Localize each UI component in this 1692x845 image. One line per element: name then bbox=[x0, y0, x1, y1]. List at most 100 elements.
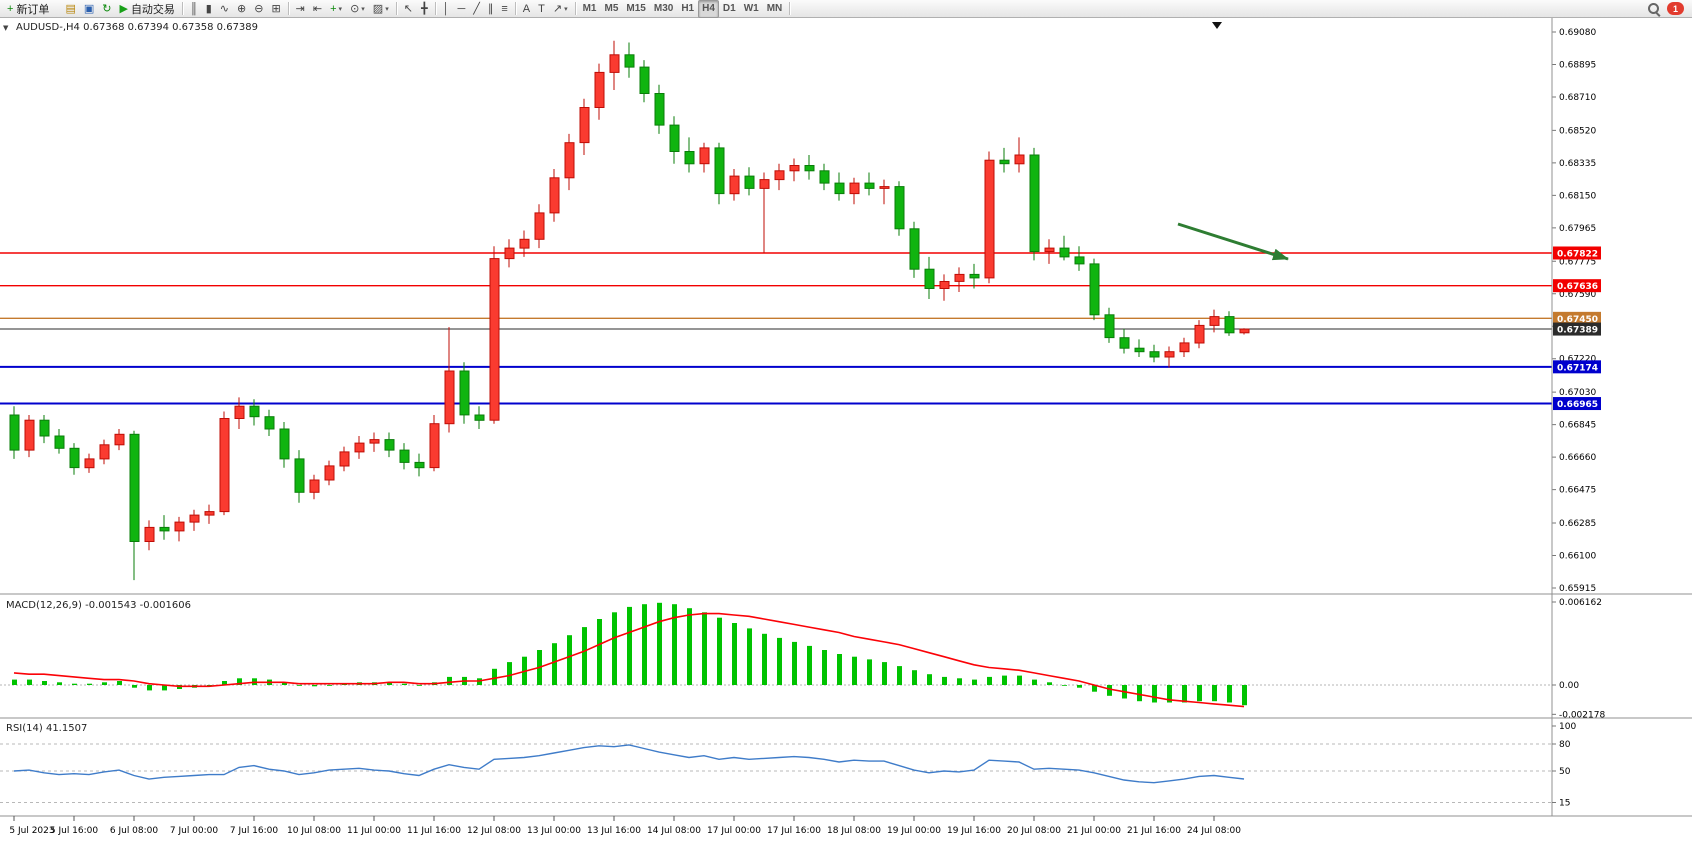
timeframe-m1-button[interactable]: M1 bbox=[582, 3, 597, 14]
horizontal-line-button[interactable]: ─ bbox=[453, 0, 469, 18]
timeframe-m5-button[interactable]: M5 bbox=[604, 3, 619, 14]
profiles-button[interactable]: ▣ bbox=[80, 0, 98, 18]
channel-icon: ∥ bbox=[487, 2, 494, 15]
fibonacci-button[interactable]: ≡ bbox=[497, 0, 511, 18]
time-axis-label: 7 Jul 00:00 bbox=[170, 826, 219, 836]
candle-body bbox=[189, 514, 200, 523]
macd-histogram-bar bbox=[642, 604, 647, 685]
candle-body bbox=[819, 170, 830, 184]
timeframe-h1-button[interactable]: H1 bbox=[681, 3, 695, 14]
rsi-line bbox=[13, 744, 1245, 784]
time-axis-label: 17 Jul 00:00 bbox=[707, 826, 761, 836]
macd-histogram-bar bbox=[132, 685, 137, 688]
time-axis-label: 13 Jul 16:00 bbox=[587, 826, 641, 836]
candle-body bbox=[294, 458, 305, 493]
dropdown-caret-icon: ▾ bbox=[564, 5, 568, 13]
macd-histogram-bar bbox=[717, 617, 722, 685]
macd-histogram-bar bbox=[1017, 675, 1022, 685]
text-button[interactable]: A bbox=[519, 0, 534, 18]
chart-shift-button[interactable]: ⇤ bbox=[309, 0, 326, 18]
new-order-button-label: 新订单 bbox=[16, 3, 50, 16]
candle-body bbox=[594, 71, 605, 108]
macd-axis-label: -0.002178 bbox=[1559, 710, 1605, 720]
candle-body bbox=[1044, 247, 1055, 253]
macd-histogram-bar bbox=[627, 606, 632, 685]
price-axis-label: 0.68150 bbox=[1559, 191, 1596, 201]
macd-histogram-bar bbox=[42, 681, 47, 685]
auto-trading-button[interactable]: ▶ 自动交易 bbox=[115, 0, 178, 18]
timeframe-h4-button[interactable]: H4 bbox=[698, 0, 719, 18]
charts-button[interactable]: ▤ bbox=[61, 0, 79, 18]
trendline-button[interactable]: ╱ bbox=[469, 0, 484, 18]
candle-body bbox=[504, 247, 515, 260]
trend-arrow-annotation[interactable] bbox=[1177, 222, 1289, 261]
time-axis-label: 24 Jul 08:00 bbox=[1187, 826, 1241, 836]
macd-histogram-bar bbox=[612, 612, 617, 685]
periods-button[interactable]: ⊙ ▾ bbox=[346, 0, 369, 18]
macd-histogram-bar bbox=[387, 682, 392, 685]
macd-histogram-bar bbox=[1137, 685, 1142, 702]
line-chart-icon: ∿ bbox=[219, 2, 230, 15]
timeframe-m15-button[interactable]: M15 bbox=[626, 3, 646, 14]
price-line-label: 0.66965 bbox=[1557, 400, 1598, 410]
timeframe-mn-button[interactable]: MN bbox=[766, 3, 783, 14]
chart-shift-icon: ⇤ bbox=[312, 2, 323, 15]
tile-windows-icon: ⊞ bbox=[271, 2, 281, 15]
toolbar-separator bbox=[789, 2, 791, 15]
macd-histogram-bar bbox=[867, 659, 872, 685]
vertical-line-icon: │ bbox=[442, 2, 450, 15]
templates-button[interactable]: ▨ ▾ bbox=[369, 0, 393, 18]
candlestick-chart-button[interactable]: ▮ bbox=[202, 0, 216, 18]
price-axis-label: 0.66845 bbox=[1559, 421, 1596, 431]
price-axis-label: 0.67220 bbox=[1559, 355, 1596, 365]
toolbar-separator bbox=[434, 2, 436, 15]
candle-body bbox=[1209, 316, 1220, 326]
timeframe-w1-button[interactable]: W1 bbox=[743, 3, 759, 14]
chart-window[interactable]: 0.69080 0.68895 0.68710 0.68520 0.68335 0.681… bbox=[0, 18, 1692, 845]
time-axis-label: 5 Jul 2023 bbox=[9, 826, 54, 836]
time-axis-label: 5 Jul 16:00 bbox=[50, 826, 99, 836]
macd-histogram-bar bbox=[27, 679, 32, 685]
candle-body bbox=[489, 258, 500, 421]
candle-body bbox=[1104, 314, 1115, 339]
timeframe-m30-button[interactable]: M30 bbox=[653, 3, 674, 14]
price-line-label: 0.67636 bbox=[1557, 282, 1598, 292]
candle-body bbox=[1134, 347, 1145, 353]
line-chart-button[interactable]: ∿ bbox=[216, 0, 233, 18]
notification-badge[interactable]: 1 bbox=[1667, 2, 1684, 15]
window-menu-icon[interactable]: ▼ bbox=[3, 24, 9, 32]
toolbar-separator bbox=[181, 2, 183, 15]
channel-button[interactable]: ∥ bbox=[484, 0, 498, 18]
tile-windows-button[interactable]: ⊞ bbox=[267, 0, 284, 18]
cursor-button[interactable]: ↖ bbox=[400, 0, 417, 18]
auto-scroll-button[interactable]: ⇥ bbox=[292, 0, 309, 18]
refresh-button[interactable]: ↻ bbox=[98, 0, 115, 18]
label-button[interactable]: T bbox=[534, 0, 549, 18]
search-icon[interactable] bbox=[1647, 2, 1660, 15]
timeframe-d1-button[interactable]: D1 bbox=[722, 3, 736, 14]
crosshair-button[interactable]: ╋ bbox=[417, 0, 432, 18]
macd-histogram-bar bbox=[1227, 685, 1232, 703]
macd-axis-label: 0.006162 bbox=[1559, 598, 1602, 608]
macd-histogram-bar bbox=[327, 685, 332, 686]
crosshair-icon: ╋ bbox=[420, 2, 428, 15]
price-line-label: 0.67450 bbox=[1557, 315, 1598, 325]
vertical-line-button[interactable]: │ bbox=[439, 0, 454, 18]
candle-body bbox=[264, 416, 275, 430]
candle-body bbox=[99, 444, 110, 460]
zoom-in-button[interactable]: ⊕ bbox=[233, 0, 250, 18]
bar-chart-button[interactable]: ║ bbox=[186, 0, 202, 18]
candle-body bbox=[204, 511, 215, 516]
zoom-out-button[interactable]: ⊖ bbox=[250, 0, 267, 18]
candle-body bbox=[624, 54, 635, 68]
new-order-button[interactable]: + 新订单 bbox=[3, 0, 53, 18]
macd-histogram-bar bbox=[1062, 685, 1067, 686]
arrows-button[interactable]: ↗ ▾ bbox=[549, 0, 572, 18]
macd-histogram-bar bbox=[162, 685, 167, 691]
time-axis-label: 19 Jul 00:00 bbox=[887, 826, 941, 836]
chart-shift-marker[interactable] bbox=[1212, 22, 1222, 29]
zoom-out-icon: ⊖ bbox=[254, 2, 264, 15]
time-axis-label: 11 Jul 00:00 bbox=[347, 826, 401, 836]
macd-histogram-bar bbox=[957, 678, 962, 685]
indicators-button[interactable]: + ▾ bbox=[326, 0, 346, 18]
